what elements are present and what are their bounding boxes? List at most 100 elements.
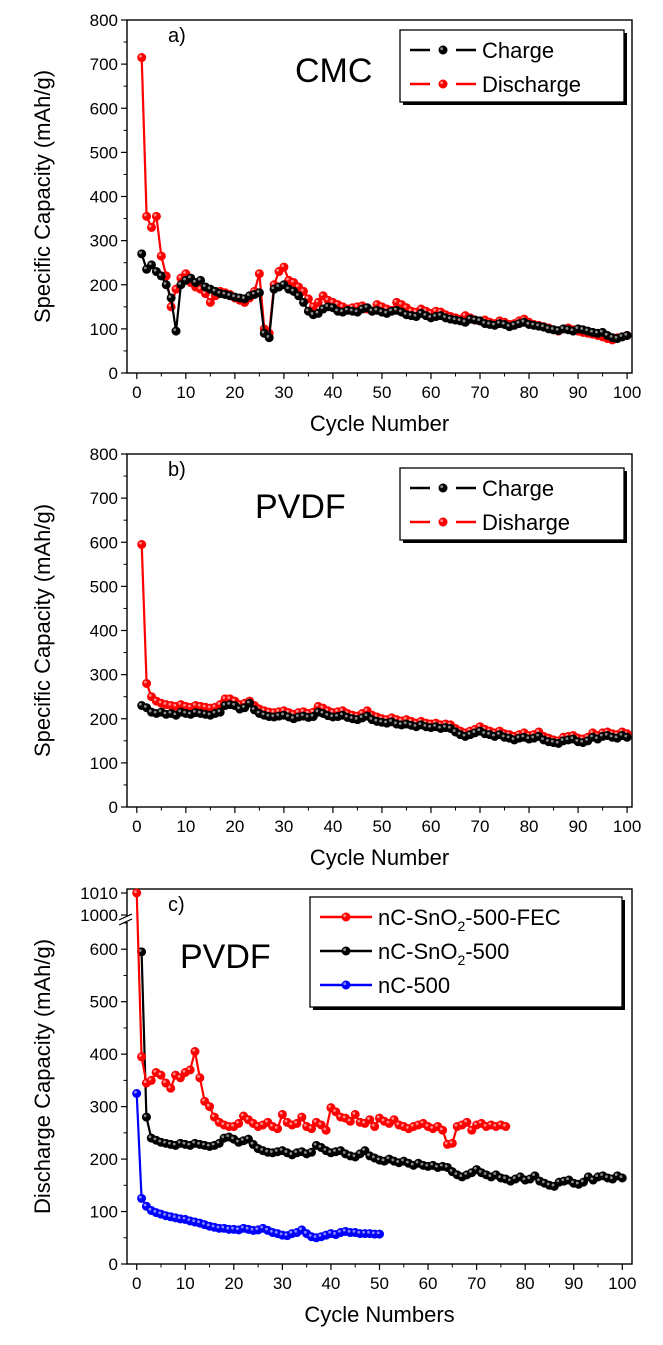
marker-highlight	[342, 1115, 346, 1119]
y-tick-label: 0	[109, 798, 118, 817]
marker-highlight	[138, 949, 142, 952]
marker-highlight	[580, 739, 584, 743]
marker-highlight	[605, 1175, 608, 1179]
marker-highlight	[541, 324, 544, 328]
marker-highlight	[323, 1147, 327, 1151]
marker-highlight	[369, 308, 373, 312]
marker-highlight	[493, 1123, 497, 1127]
marker-highlight	[393, 307, 397, 311]
marker-highlight	[374, 301, 378, 305]
marker-highlight	[315, 709, 319, 713]
data-point	[254, 269, 264, 279]
x-tick-label: 50	[372, 817, 391, 836]
marker-highlight	[340, 712, 343, 716]
data-point	[146, 1075, 156, 1085]
marker-highlight	[178, 709, 182, 713]
data-point	[141, 1112, 151, 1122]
marker-highlight	[483, 1123, 487, 1127]
legend-marker	[438, 483, 448, 493]
marker-highlight	[565, 737, 569, 741]
data-point	[277, 1109, 287, 1119]
marker-highlight	[197, 1141, 200, 1145]
marker-highlight	[604, 332, 608, 336]
marker-highlight	[381, 1158, 385, 1162]
marker-highlight	[172, 1072, 176, 1076]
marker-highlight	[246, 293, 250, 296]
marker-highlight	[148, 693, 152, 697]
marker-highlight	[237, 295, 240, 299]
marker-highlight	[192, 1048, 196, 1052]
marker-highlight	[251, 291, 255, 295]
marker-highlight	[290, 716, 294, 719]
marker-highlight	[330, 714, 334, 718]
marker-highlight	[173, 712, 177, 716]
marker-highlight	[138, 1195, 142, 1199]
marker-highlight	[493, 1172, 497, 1175]
marker-highlight	[284, 1150, 288, 1153]
marker-highlight	[420, 1162, 424, 1166]
marker-highlight	[286, 714, 289, 718]
x-tick-label: 40	[323, 383, 342, 402]
marker-highlight	[551, 1183, 555, 1187]
marker-highlight	[271, 709, 275, 713]
marker-highlight	[405, 1125, 409, 1129]
marker-highlight	[410, 1162, 414, 1166]
marker-highlight	[266, 709, 270, 713]
data-point	[297, 1112, 307, 1122]
marker-ball	[438, 79, 448, 89]
marker-highlight	[303, 1123, 307, 1127]
marker-highlight	[433, 723, 436, 727]
marker-highlight	[158, 273, 162, 277]
legend-label: nC-SnO2-500	[378, 939, 509, 968]
marker-ball	[341, 912, 351, 922]
marker-highlight	[211, 1224, 215, 1228]
data-point	[195, 1073, 205, 1083]
marker-highlight	[148, 709, 152, 713]
marker-highlight	[337, 1114, 341, 1118]
marker-highlight	[163, 711, 167, 715]
marker-highlight	[221, 1122, 225, 1126]
marker-ball	[137, 53, 147, 63]
marker-highlight	[575, 1181, 579, 1185]
marker-highlight	[342, 1151, 346, 1154]
marker-highlight	[526, 321, 530, 325]
marker-highlight	[260, 1147, 264, 1151]
data-point	[166, 293, 176, 303]
marker-highlight	[462, 319, 466, 323]
data-point	[156, 251, 166, 261]
marker-highlight	[442, 315, 446, 318]
marker-highlight	[340, 304, 343, 307]
data-point	[156, 271, 166, 281]
marker-ball	[370, 1122, 380, 1132]
marker-highlight	[469, 1127, 472, 1131]
marker-highlight	[585, 328, 588, 332]
marker-highlight	[255, 1123, 259, 1127]
marker-highlight	[323, 1232, 327, 1236]
marker-highlight	[440, 47, 444, 51]
marker-highlight	[352, 1111, 356, 1115]
panel-label: b)	[168, 459, 186, 481]
binder-annotation: CMC	[295, 52, 372, 90]
marker-highlight	[269, 1150, 273, 1153]
marker-ball	[151, 211, 161, 221]
x-tick-label: 10	[176, 817, 195, 836]
marker-highlight	[250, 1141, 254, 1145]
marker-highlight	[143, 1114, 147, 1118]
marker-highlight	[403, 312, 407, 315]
marker-highlight	[556, 1179, 560, 1183]
marker-highlight	[516, 735, 520, 739]
data-point	[370, 1122, 380, 1132]
marker-highlight	[440, 81, 444, 85]
marker-highlight	[168, 1214, 171, 1217]
marker-highlight	[226, 1123, 230, 1127]
marker-highlight	[531, 322, 535, 326]
marker-highlight	[201, 1098, 205, 1102]
marker-highlight	[281, 264, 284, 268]
marker-highlight	[371, 1123, 375, 1127]
legend-marker	[438, 79, 448, 89]
marker-highlight	[212, 704, 216, 708]
marker-highlight	[420, 1120, 424, 1124]
marker-highlight	[609, 1176, 613, 1180]
marker-highlight	[357, 1119, 361, 1123]
marker-highlight	[202, 290, 206, 294]
